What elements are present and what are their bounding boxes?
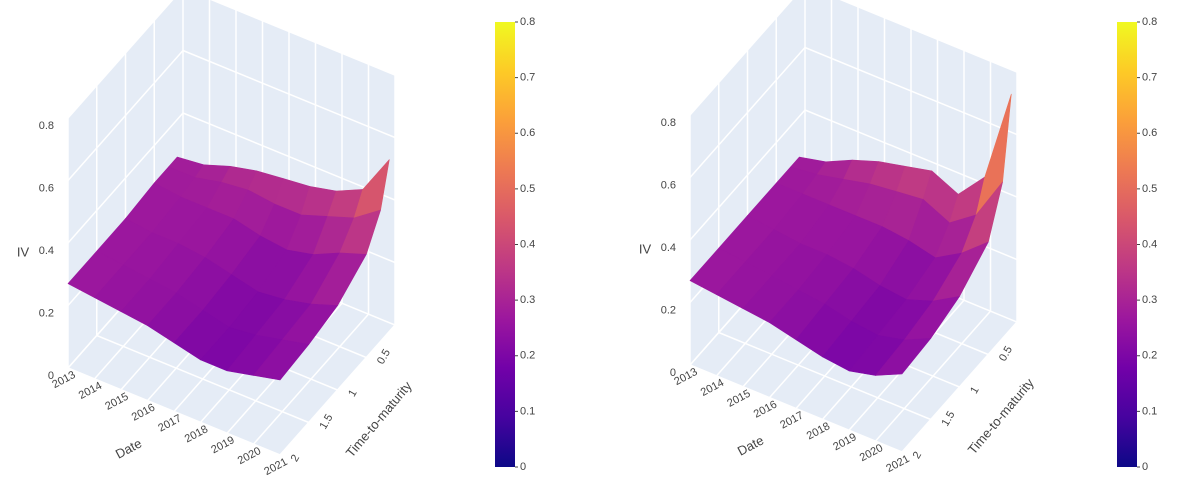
x-tick-label: 2020 <box>236 445 263 467</box>
colorbar-tick-label: 0.2 <box>1142 350 1157 362</box>
colorbar-tick-label: 0.1 <box>520 405 535 417</box>
z-tick-label: 0.8 <box>661 117 676 129</box>
x-tick-label: 2018 <box>183 423 210 445</box>
x-tick-label: 2016 <box>752 398 779 420</box>
surface-patch <box>875 337 932 376</box>
z-tick-label: 0.8 <box>39 120 54 132</box>
y-tick-label: 0.5 <box>997 344 1015 363</box>
colorbar-tick-label: 0.8 <box>520 16 535 28</box>
x-tick-label: 2017 <box>156 412 183 434</box>
x-tick-label: 2013 <box>672 366 699 388</box>
colorbar-tick-label: 0.4 <box>520 238 535 250</box>
z-tick-label: 0.2 <box>39 307 54 319</box>
y-tick-label: 1.5 <box>317 412 335 431</box>
x-axis-title: Date <box>113 435 144 461</box>
colorbar-tick-label: 0.4 <box>1142 238 1157 250</box>
x-tick-label: 2021 <box>884 453 911 475</box>
colorbar-tick-label: 0.6 <box>1142 127 1157 139</box>
x-tick-label: 2014 <box>77 380 104 402</box>
z-tick-label: 0.6 <box>39 182 54 194</box>
colorbar <box>1117 22 1137 467</box>
x-tick-label: 2013 <box>50 369 77 391</box>
colorbar-tick-label: 0.3 <box>520 294 535 306</box>
x-tick-label: 2015 <box>103 391 130 413</box>
x-tick-label: 2018 <box>805 420 832 442</box>
colorbar-tick-label: 0.7 <box>1142 72 1157 84</box>
x-tick-label: 2019 <box>209 434 236 456</box>
colorbar-tick-label: 0.5 <box>520 183 535 195</box>
y-tick-label: 0.5 <box>375 347 393 366</box>
z-axis-title: IV <box>17 244 30 259</box>
colorbar-tick-label: 0.1 <box>1142 405 1157 417</box>
y-grid-line <box>718 331 932 421</box>
z-tick-label: 0.4 <box>39 245 54 257</box>
y-tick-label: 1.5 <box>939 409 957 428</box>
surface-patch <box>253 339 310 381</box>
y-grid-line <box>67 367 281 456</box>
y-tick-label: 1 <box>968 385 981 396</box>
z-tick-label: 0 <box>48 370 54 382</box>
colorbar-tick-label: 0.3 <box>1142 294 1157 306</box>
y-tick-label: 1 <box>346 388 359 399</box>
x-axis-title: Date <box>735 432 766 458</box>
z-tick-label: 0.6 <box>661 179 676 191</box>
colorbar-tick-label: 0.6 <box>520 127 535 139</box>
x-tick-label: 2020 <box>858 442 885 464</box>
x-tick-label: 2014 <box>699 377 726 399</box>
x-tick-label: 2016 <box>130 401 157 423</box>
colorbar-tick-label: 0.5 <box>1142 183 1157 195</box>
colorbar <box>495 22 515 467</box>
x-tick-label: 2015 <box>725 388 752 410</box>
z-tick-label: 0.2 <box>661 304 676 316</box>
z-tick-label: 0.4 <box>661 242 676 254</box>
x-tick-label: 2021 <box>262 456 289 478</box>
y-tick-label: 2 <box>911 450 924 461</box>
x-tick-label: 2017 <box>778 409 805 431</box>
z-tick-label: 0 <box>670 367 676 379</box>
colorbar-tick-label: 0 <box>520 461 526 473</box>
colorbar-tick-label: 0.7 <box>520 72 535 84</box>
colorbar-tick-label: 0.8 <box>1142 16 1157 28</box>
y-grid-line <box>689 364 903 453</box>
x-tick-label: 2019 <box>831 431 858 453</box>
colorbar-tick-label: 0 <box>1142 461 1148 473</box>
z-axis-title: IV <box>639 241 652 256</box>
y-grid-line <box>96 334 310 424</box>
y-tick-label: 2 <box>289 453 302 464</box>
colorbar-tick-label: 0.2 <box>520 350 535 362</box>
